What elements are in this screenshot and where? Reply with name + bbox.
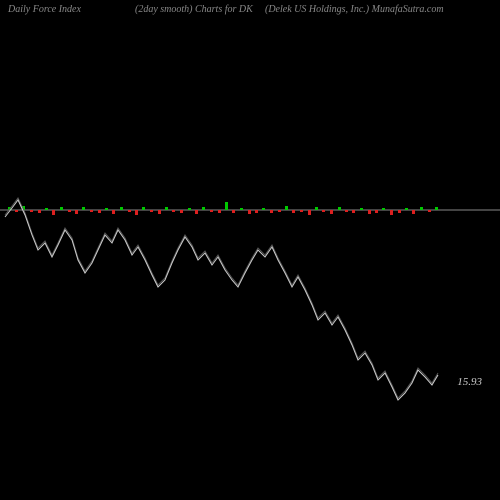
force-index-chart — [0, 25, 500, 500]
last-price-label: 15.93 — [457, 376, 482, 388]
header-company-source: (Delek US Holdings, Inc.) MunafaSutra.co… — [265, 4, 444, 15]
header-indicator-name: Daily Force Index — [8, 4, 81, 15]
chart-header: Daily Force Index (2day smooth) Charts f… — [0, 4, 500, 24]
header-chart-title: (2day smooth) Charts for DK — [135, 4, 253, 15]
chart-svg — [0, 25, 500, 500]
